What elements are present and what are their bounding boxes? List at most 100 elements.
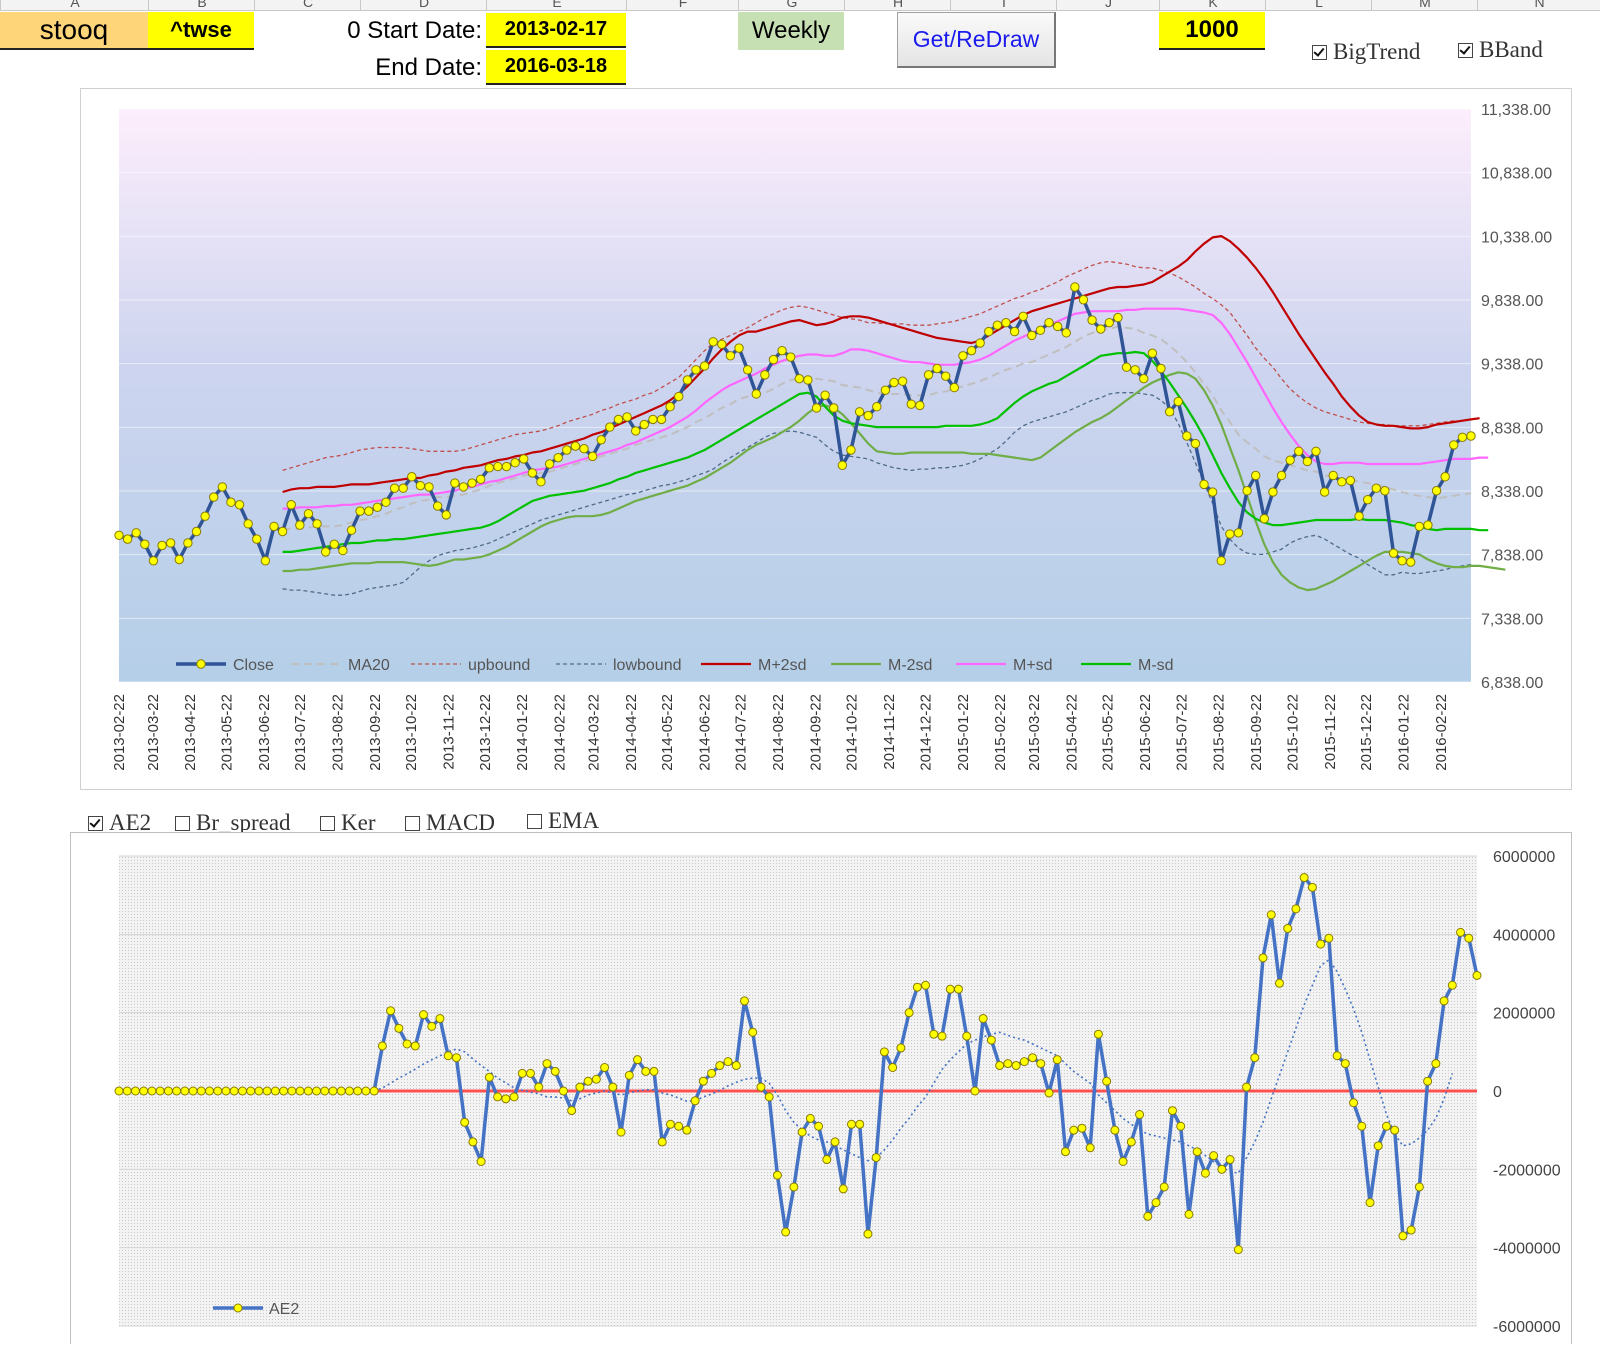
end-date-label: End Date: — [375, 54, 482, 81]
x-tick-label: 2013-08-22 — [329, 694, 346, 771]
ema-label: EMA — [548, 808, 600, 833]
x-tick-label: 2014-09-22 — [808, 694, 825, 771]
ae2-point — [501, 1094, 511, 1104]
ae2-point — [270, 1086, 280, 1096]
bband-checkbox[interactable]: BBand — [1458, 37, 1543, 63]
close-point — [837, 460, 848, 470]
ae2-point — [945, 984, 955, 994]
close-point — [1044, 317, 1054, 328]
close-point — [1328, 470, 1338, 481]
ae2-point — [698, 1076, 708, 1086]
macd-checkbox[interactable]: MACD — [405, 810, 495, 836]
close-point — [1302, 456, 1313, 467]
ae2-point — [558, 1086, 568, 1096]
close-point — [863, 410, 873, 421]
ema-checkbox[interactable]: EMA — [527, 808, 599, 834]
close-point — [1147, 348, 1158, 358]
close-point — [1388, 548, 1399, 558]
series-line-upbound — [282, 260, 1454, 472]
interval-cell[interactable]: Weekly — [738, 12, 844, 50]
close-point — [346, 525, 357, 535]
ae2-point — [690, 1096, 700, 1106]
ae2-point — [1184, 1209, 1194, 1219]
price-chart-frame[interactable]: 11,338.00 10,838.00 10,338.00 9,838.00 9,338… — [80, 88, 1572, 790]
close-point — [966, 345, 977, 356]
x-tick-label: 2013-07-22 — [292, 694, 309, 771]
ae2-point — [846, 1119, 856, 1129]
x-tick-label: 2013-02-22 — [111, 694, 128, 771]
close-point — [872, 402, 882, 412]
ae2-point — [731, 1061, 741, 1071]
x-tick-label: 2013-11-22 — [441, 694, 458, 770]
close-point — [622, 412, 632, 422]
price-chart: 11,338.00 10,838.00 10,338.00 9,838.00 9,338… — [111, 102, 1552, 771]
close-point — [1216, 556, 1226, 566]
legend-label: M-sd — [1138, 657, 1174, 674]
ae2-point — [1464, 933, 1474, 943]
column-header-n[interactable]: N — [1477, 0, 1600, 10]
redraw-button[interactable]: Get/ReDraw — [897, 12, 1056, 68]
ae2-point — [526, 1068, 536, 1078]
close-point — [209, 492, 219, 502]
column-header-m[interactable]: M — [1371, 0, 1478, 10]
x-tick-label: 2015-09-22 — [1248, 694, 1265, 771]
ae2-point — [229, 1086, 239, 1096]
close-point — [183, 538, 193, 548]
ae2-point — [484, 1072, 494, 1082]
close-point — [1319, 487, 1330, 497]
close-point — [915, 400, 925, 411]
column-header-i[interactable]: I — [950, 0, 1057, 10]
ae2-point — [904, 1008, 914, 1018]
ae2-point — [139, 1086, 149, 1096]
x-tick-label: 2015-03-22 — [1026, 694, 1043, 771]
column-header-k[interactable]: K — [1159, 0, 1266, 10]
column-header-e[interactable]: E — [486, 0, 627, 10]
end-date-cell[interactable]: 2016-03-18 — [486, 50, 626, 85]
close-point — [630, 426, 641, 436]
bigtrend-checkbox[interactable]: BigTrend — [1312, 39, 1420, 65]
source-cell[interactable]: stooq — [0, 12, 148, 50]
close-point — [803, 375, 813, 385]
column-header-l[interactable]: L — [1265, 0, 1372, 10]
ae2-point — [879, 1047, 889, 1057]
ae2-point — [320, 1086, 330, 1096]
x-tick-label: 2015-04-22 — [1063, 694, 1080, 771]
ae2-point — [986, 1035, 996, 1045]
count-cell[interactable]: 1000 — [1159, 12, 1265, 50]
y-tick-label: -4000000 — [1493, 1241, 1561, 1258]
column-header-h[interactable]: H — [844, 0, 951, 10]
close-point — [510, 458, 520, 468]
column-header-f[interactable]: F — [626, 0, 739, 10]
close-point — [1207, 487, 1218, 497]
symbol-cell[interactable]: ^twse — [148, 12, 254, 50]
source-text: stooq — [39, 14, 109, 45]
column-header-c[interactable]: C — [254, 0, 361, 10]
close-point — [992, 320, 1003, 330]
ae2-point — [254, 1086, 264, 1096]
column-header-d[interactable]: D — [360, 0, 487, 10]
ae2-point — [921, 980, 931, 990]
column-header-a[interactable]: A — [0, 0, 149, 10]
close-point — [811, 403, 822, 413]
br-spread-checkbox[interactable]: Br_spread — [175, 810, 291, 836]
close-point — [286, 500, 296, 510]
ae2-point — [1291, 904, 1301, 914]
column-header-b[interactable]: B — [148, 0, 255, 10]
x-tick-label: 2016-01-22 — [1395, 694, 1412, 771]
ae2-point — [196, 1086, 206, 1096]
ae2-chart-frame[interactable]: 6000000 4000000 2000000 0 -2000000 -4000000 -6… — [70, 832, 1572, 1344]
ker-checkbox[interactable]: Ker — [320, 810, 375, 836]
ae2-point — [674, 1121, 684, 1131]
column-header-g[interactable]: G — [738, 0, 845, 10]
ae2-checkbox[interactable]: AE2 — [88, 810, 151, 836]
x-tick-label: 2015-02-22 — [992, 694, 1009, 771]
column-header-j[interactable]: J — [1056, 0, 1160, 10]
ae2-point — [1110, 1125, 1120, 1135]
end-date-value: 2016-03-18 — [504, 55, 608, 77]
start-date-cell[interactable]: 2013-02-17 — [486, 13, 626, 48]
ker-label: Ker — [341, 810, 376, 835]
series-line-m-sd — [282, 307, 1489, 510]
close-point — [407, 472, 417, 482]
close-point — [140, 539, 150, 549]
